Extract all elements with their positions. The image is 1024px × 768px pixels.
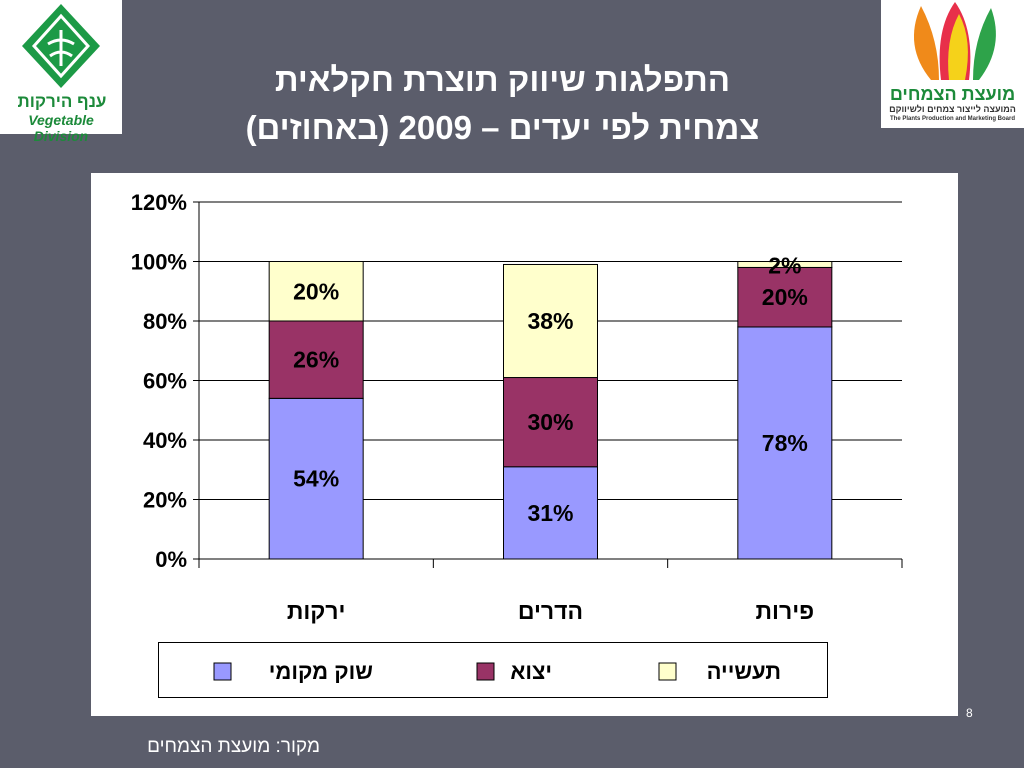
bar-segment: [737, 326, 833, 560]
logo-left-hebrew-text: ענף הירקות: [17, 92, 107, 111]
page-number: 8: [966, 706, 973, 720]
logo-left-english-text: Vegetable Division: [28, 112, 94, 144]
data-label: 38%: [527, 308, 573, 334]
diamond-leaf-icon: [22, 4, 100, 88]
legend-label: יצוא: [510, 659, 552, 684]
logo-right-hebrew-subtitle: המועצה לייצור צמחים ולשיווקם: [889, 104, 1016, 114]
vegetable-division-logo: ענף הירקות Vegetable Division: [0, 0, 122, 144]
data-label: 54%: [293, 466, 339, 492]
y-tick-label: 0%: [155, 547, 187, 572]
chart-legend: שוק מקומי יצוא תעשייה: [158, 642, 828, 698]
bar-segment: [268, 261, 364, 322]
y-tick-label: 80%: [143, 309, 187, 334]
bar-segment: [503, 377, 598, 468]
bar-segment: [268, 397, 364, 560]
x-category-label: הדרים: [518, 598, 583, 624]
legend-label: תעשייה: [707, 659, 781, 684]
stacked-bar-chart: 0% 20% 40% 60% 80% 100% 120% 54% 26% 20% ירקות 31% 3…: [131, 190, 903, 624]
logo-right-english-subtitle: The Plants Production and Marketing Boar…: [889, 116, 1015, 122]
slide-title: התפלגות שיווק תוצרת חקלאית צמחית לפי יעד…: [130, 56, 875, 152]
x-category-label: ירקות: [287, 598, 346, 624]
y-tick-label: 20%: [143, 488, 187, 513]
legend-swatch: [476, 662, 495, 681]
y-tick-label: 40%: [143, 428, 187, 453]
y-tick-label: 60%: [143, 369, 187, 394]
bar-segment: [503, 263, 598, 379]
bar-segment: [737, 266, 833, 328]
chart-panel: 0% 20% 40% 60% 80% 100% 120% 54% 26% 20% ירקות 31% 3…: [91, 173, 958, 716]
legend-swatch: [658, 662, 677, 681]
slide-title-line-2: צמחית לפי יעדים – 2009 (באחוזים): [245, 109, 760, 146]
data-label: 2%: [768, 253, 801, 279]
data-label: 20%: [293, 278, 339, 304]
data-label: 26%: [293, 347, 339, 373]
plants-board-logo: מועצת הצמחים המועצה לייצור צמחים ולשיווק…: [881, 0, 1024, 128]
data-label: 30%: [527, 409, 573, 435]
bar-segment: [268, 320, 364, 399]
slide-title-line-1: התפלגות שיווק תוצרת חקלאית: [274, 61, 731, 98]
flower-petals-icon: [913, 2, 996, 80]
logo-right-hebrew-name: מועצת הצמחים: [889, 84, 1016, 104]
bar-segment: [737, 261, 833, 268]
source-note: מקור: מועצת הצמחים: [147, 736, 320, 757]
legend-svg: שוק מקומי יצוא תעשייה: [213, 659, 781, 684]
y-tick-label: 100%: [131, 250, 187, 275]
data-label: 20%: [762, 284, 808, 310]
legend-swatch: [213, 662, 232, 681]
legend-label: שוק מקומי: [269, 659, 373, 684]
y-tick-label: 120%: [131, 190, 187, 215]
data-label: 78%: [762, 430, 808, 456]
x-category-label: פירות: [756, 598, 815, 624]
bar-segment: [503, 466, 598, 560]
data-label: 31%: [527, 500, 573, 526]
